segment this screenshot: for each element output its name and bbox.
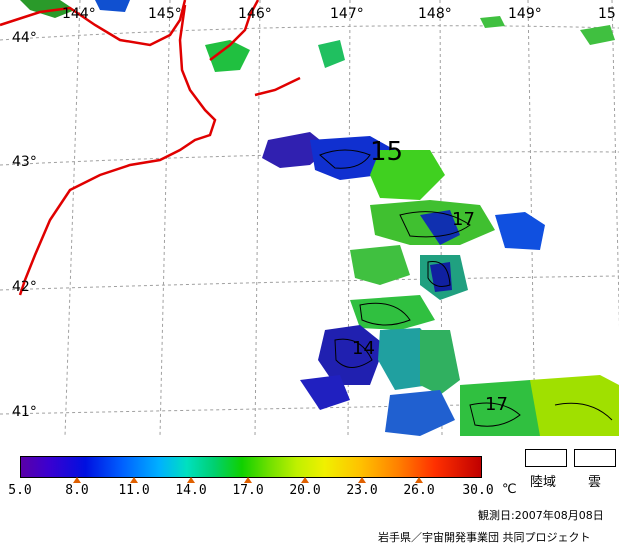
scale-tick: 23.0 bbox=[346, 483, 378, 498]
lat-label: 44° bbox=[12, 30, 37, 46]
cloud-key-label: 雲 bbox=[588, 475, 602, 490]
color-scale-bar bbox=[20, 456, 482, 478]
tick-marker bbox=[301, 477, 309, 483]
tick-marker bbox=[130, 477, 138, 483]
lon-label: 146° bbox=[238, 6, 272, 22]
lon-label: 147° bbox=[330, 6, 364, 22]
lon-label: 148° bbox=[418, 6, 452, 22]
scale-tick-labels: 5.0 8.0 11.0 14.0 17.0 20.0 23.0 26.0 30… bbox=[0, 483, 619, 499]
coastline bbox=[0, 0, 301, 296]
credit-text: 岩手県／宇宙開発事業団 共同プロジェクト bbox=[378, 531, 591, 544]
tick-marker bbox=[73, 477, 81, 483]
contour-labels: 15 17 14 17 bbox=[352, 137, 508, 415]
scale-tick: 30.0 bbox=[462, 483, 494, 498]
tick-marker bbox=[187, 477, 195, 483]
tick-marker bbox=[415, 477, 423, 483]
scale-tick: 5.0 bbox=[8, 483, 32, 498]
lat-label: 41° bbox=[12, 404, 37, 420]
scale-tick: 17.0 bbox=[232, 483, 264, 498]
lat-label: 43° bbox=[12, 154, 37, 170]
contour-label: 15 bbox=[370, 137, 403, 167]
cloud-key-box bbox=[574, 449, 616, 467]
land-key-box bbox=[525, 449, 567, 467]
contour-label: 17 bbox=[452, 209, 475, 230]
longitude-labels: 144° 145° 146° 147° 148° 149° 15 bbox=[62, 6, 616, 22]
contours bbox=[319, 149, 613, 427]
lon-label: 149° bbox=[508, 6, 542, 22]
lat-label: 42° bbox=[12, 279, 37, 295]
land-key-label: 陸域 bbox=[530, 475, 557, 490]
tick-marker bbox=[358, 477, 366, 483]
scale-tick: 8.0 bbox=[65, 483, 89, 498]
observation-date: 観測日:2007年08月08日 bbox=[478, 509, 604, 522]
lon-label: 145° bbox=[148, 6, 182, 22]
sst-map: 144° 145° 146° 147° 148° 149° 15 44° 43°… bbox=[0, 0, 619, 436]
contour-label: 14 bbox=[352, 338, 375, 359]
latitude-labels: 44° 43° 42° 41° bbox=[12, 30, 37, 420]
scale-tick: 26.0 bbox=[403, 483, 435, 498]
scale-tick: 20.0 bbox=[289, 483, 321, 498]
lon-label: 144° bbox=[62, 6, 96, 22]
scale-tick: 14.0 bbox=[175, 483, 207, 498]
sst-patches bbox=[20, 0, 619, 436]
lon-label: 15 bbox=[598, 6, 616, 22]
contour-label: 17 bbox=[485, 394, 508, 415]
tick-marker bbox=[244, 477, 252, 483]
scale-unit: ℃ bbox=[502, 482, 517, 497]
scale-tick: 11.0 bbox=[118, 483, 150, 498]
